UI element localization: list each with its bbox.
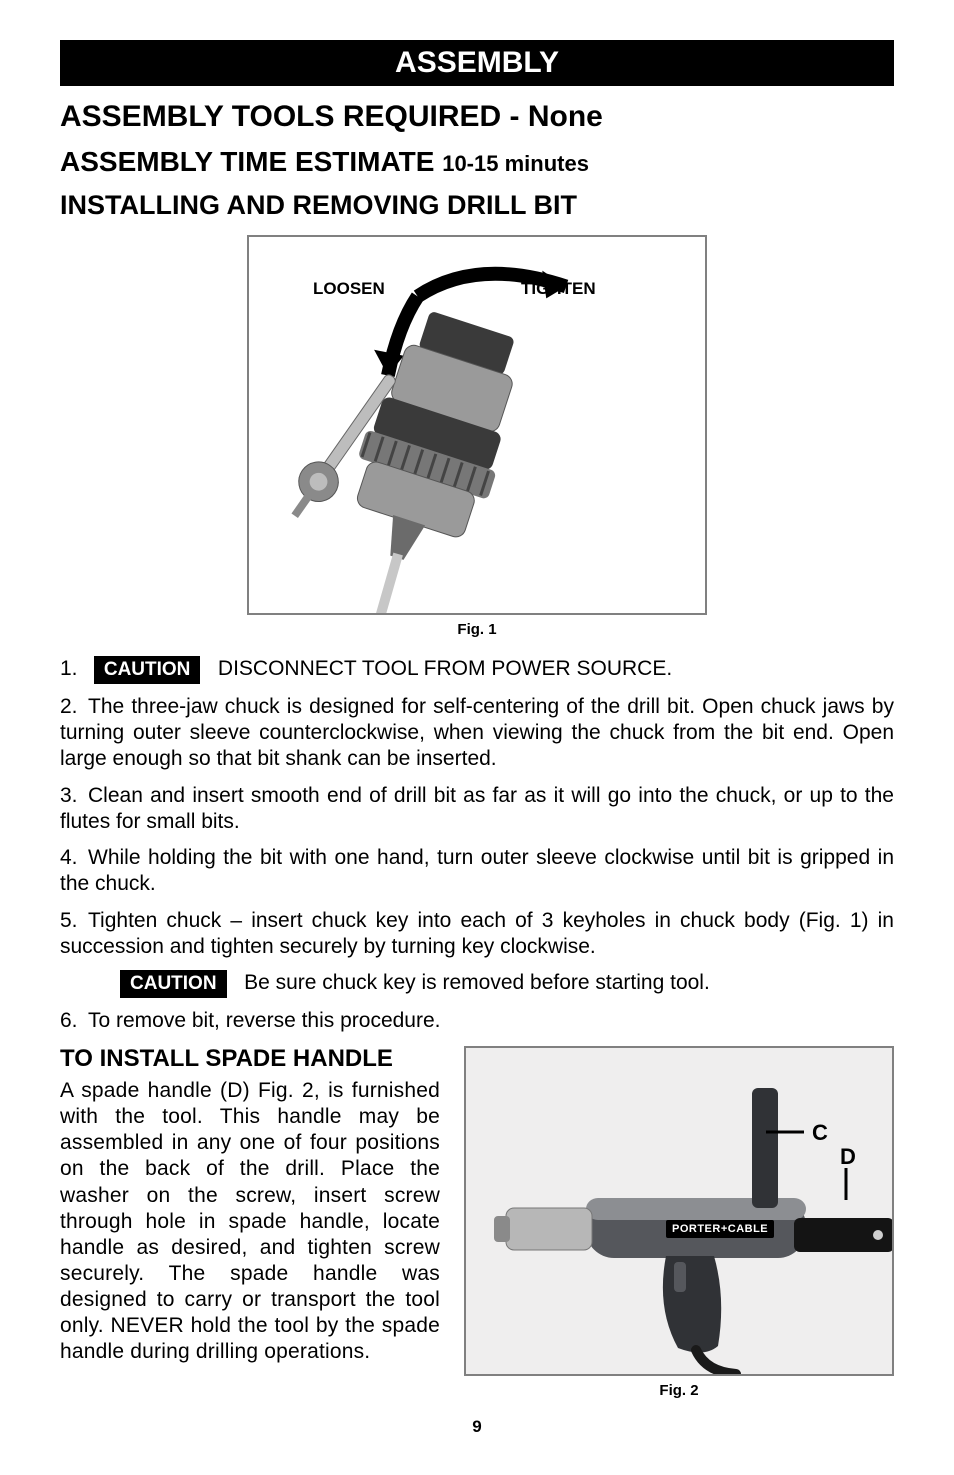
label-d: D [840,1144,856,1170]
instruction-text: To remove bit, reverse this procedure. [88,1009,441,1032]
instruction-3: 3.Clean and insert smooth end of drill b… [60,783,894,836]
time-estimate-value: 10-15 minutes [442,151,589,176]
instruction-text: Tighten chuck – insert chuck key into ea… [60,909,894,958]
tools-required-heading: ASSEMBLY TOOLS REQUIRED - None [60,100,894,134]
instruction-num: 3. [60,783,88,809]
caution-badge: CAUTION [120,970,227,998]
instruction-text: The three-jaw chuck is designed for self… [60,695,894,771]
tighten-label: TIGHTEN [521,279,596,299]
lower-section: TO INSTALL SPADE HANDLE A spade handle (… [60,1046,894,1399]
loosen-label: LOOSEN [313,279,385,299]
install-remove-heading: INSTALLING AND REMOVING DRILL BIT [60,190,894,221]
figure-2-column: PORTER+CABLE C D Fig. 2 [464,1046,894,1399]
instruction-num: 5. [60,908,88,934]
instruction-num: 1. [60,656,88,682]
caution-line: CAUTION Be sure chuck key is removed bef… [60,970,894,998]
instruction-1: 1. CAUTION DISCONNECT TOOL FROM POWER SO… [60,656,894,684]
instruction-num: 6. [60,1008,88,1034]
spade-text-column: TO INSTALL SPADE HANDLE A spade handle (… [60,1046,440,1399]
instruction-5: 5.Tighten chuck – insert chuck key into … [60,908,894,961]
instruction-text: DISCONNECT TOOL FROM POWER SOURCE. [218,657,672,680]
page-number: 9 [60,1417,894,1437]
instruction-num: 4. [60,845,88,871]
instruction-list: 1. CAUTION DISCONNECT TOOL FROM POWER SO… [60,656,894,1034]
figure-1-box: LOOSEN TIGHTEN [247,235,707,615]
label-c: C [812,1120,828,1146]
figure-2-caption: Fig. 2 [464,1382,894,1399]
instruction-6: 6.To remove bit, reverse this procedure. [60,1008,894,1034]
assembly-banner: ASSEMBLY [60,40,894,86]
instruction-2: 2.The three-jaw chuck is designed for se… [60,694,894,773]
caution-badge: CAUTION [94,656,201,684]
spade-body: A spade handle (D) Fig. 2, is furnished … [60,1078,440,1364]
instruction-text: Clean and insert smooth end of drill bit… [60,784,894,833]
figure-1-caption: Fig. 1 [60,621,894,638]
spade-title: TO INSTALL SPADE HANDLE [60,1046,440,1072]
instruction-4: 4.While holding the bit with one hand, t… [60,845,894,898]
instruction-num: 2. [60,694,88,720]
caution-line-text: Be sure chuck key is removed before star… [244,971,710,994]
brand-badge: PORTER+CABLE [666,1220,774,1238]
time-estimate-prefix: ASSEMBLY TIME ESTIMATE [60,146,434,177]
time-estimate-heading: ASSEMBLY TIME ESTIMATE 10-15 minutes [60,146,894,178]
instruction-text: While holding the bit with one hand, tur… [60,846,894,895]
figure-2-box: PORTER+CABLE C D [464,1046,894,1376]
drill-illustration [466,1048,894,1376]
